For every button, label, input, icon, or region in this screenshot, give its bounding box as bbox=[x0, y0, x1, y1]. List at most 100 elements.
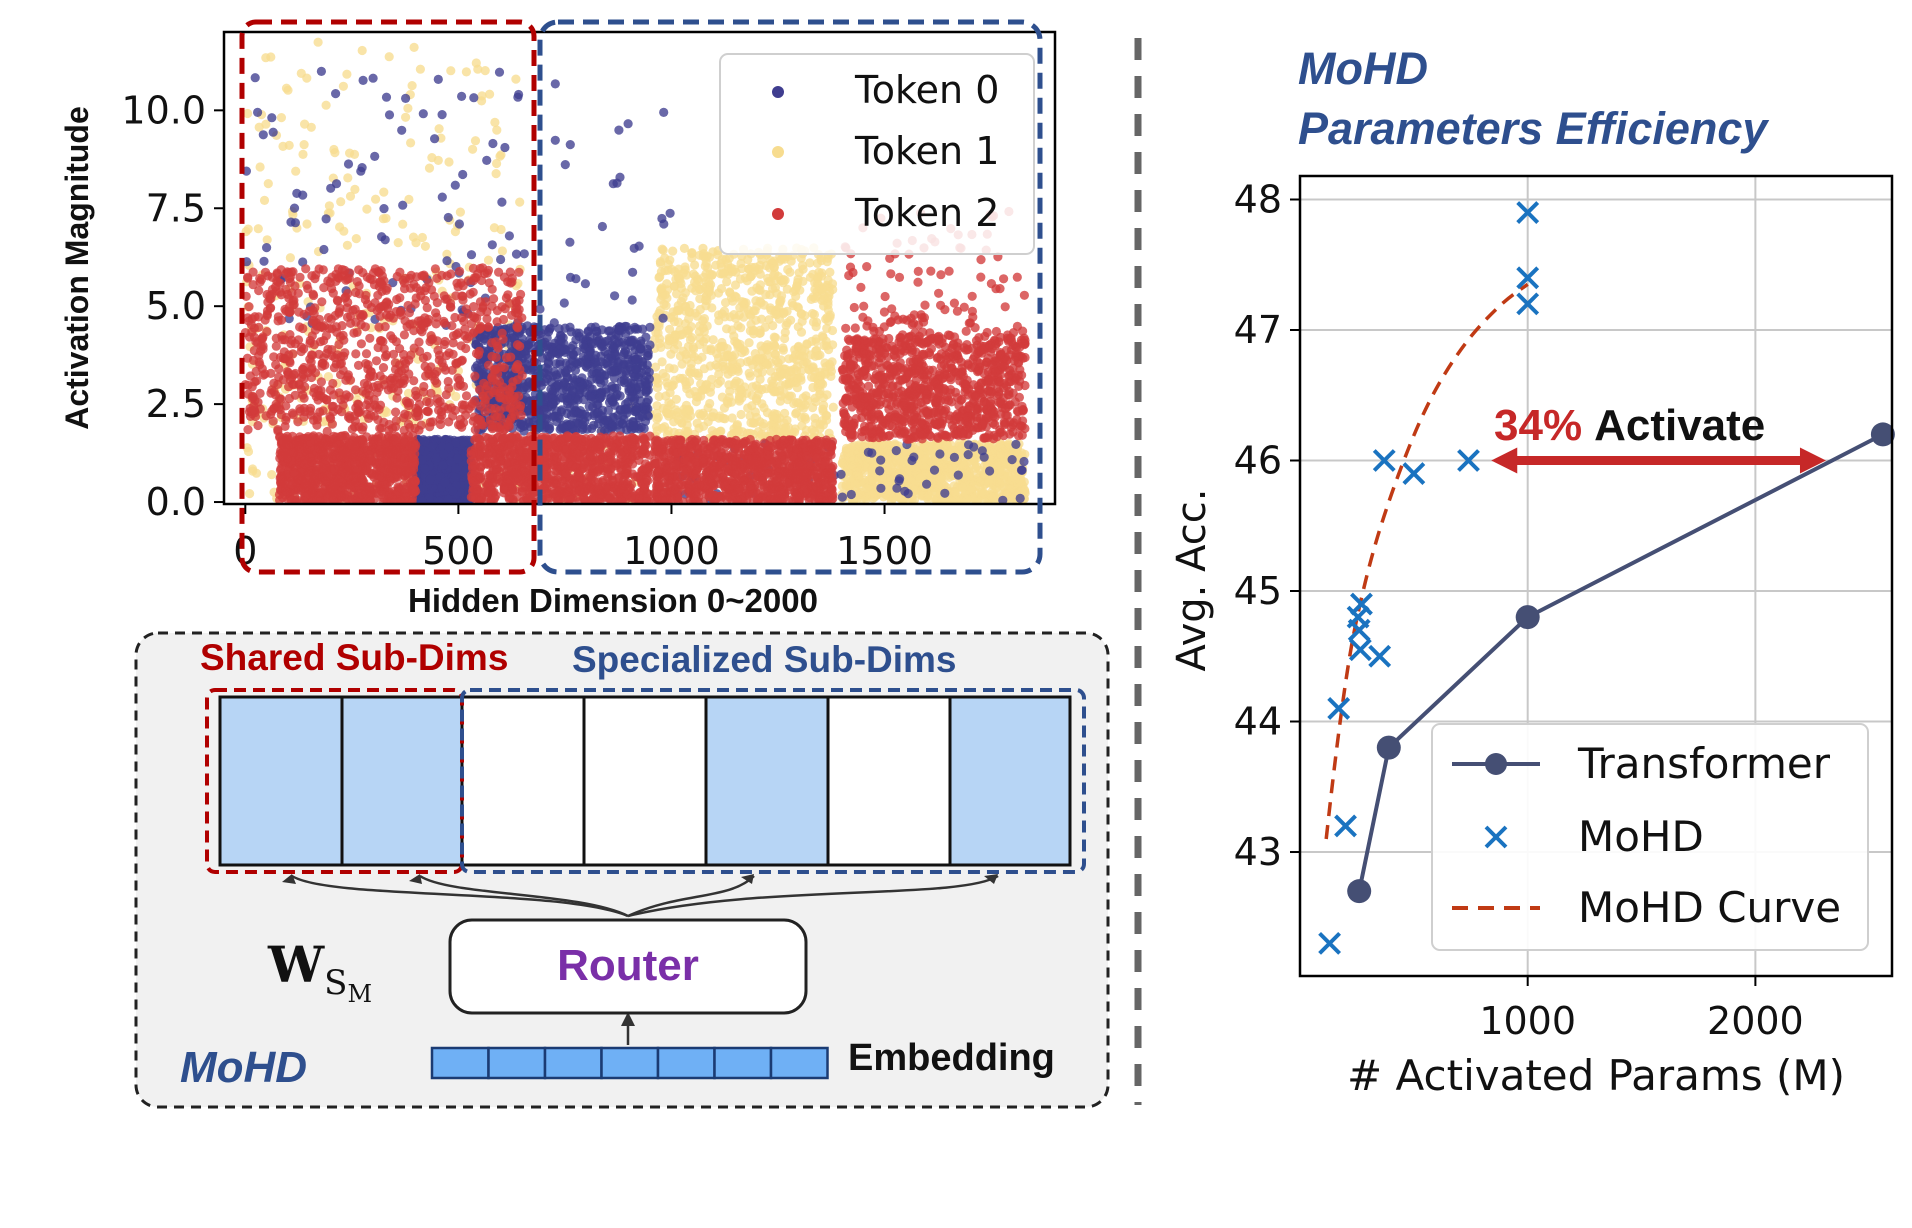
scatter-point-token-1 bbox=[674, 306, 684, 316]
scatter-point-token-1 bbox=[497, 246, 507, 256]
scatter-point-token-1 bbox=[1013, 479, 1023, 489]
scatter-point-token-1 bbox=[424, 163, 435, 173]
scatter-point-token-1 bbox=[766, 426, 776, 436]
scatter-point-token-0 bbox=[895, 474, 905, 484]
scatter-point-token-0 bbox=[642, 397, 652, 407]
scatter-point-token-1 bbox=[885, 489, 895, 499]
scatter-point-token-1 bbox=[766, 305, 776, 315]
scatter-point-token-1 bbox=[661, 301, 671, 311]
scatter-point-token-0 bbox=[250, 73, 260, 83]
scatter-point-token-1 bbox=[407, 81, 417, 91]
scatter-point-token-1 bbox=[676, 283, 686, 293]
scatter-point-token-1 bbox=[977, 487, 987, 497]
scatter-point-token-0 bbox=[443, 494, 453, 504]
scatter-point-token-0 bbox=[551, 359, 561, 369]
scatter-point-token-1 bbox=[737, 297, 747, 307]
scatter-point-token-1 bbox=[821, 415, 832, 425]
scatter-point-token-1 bbox=[712, 349, 722, 359]
scatter-point-token-1 bbox=[819, 340, 829, 351]
scatter-point-token-0 bbox=[1015, 493, 1025, 503]
scatter-point-token-1 bbox=[678, 346, 688, 356]
scatter-point-token-1 bbox=[729, 310, 739, 320]
scatter-point-token-1 bbox=[779, 254, 790, 264]
scatter-point-token-1 bbox=[963, 494, 973, 504]
scatter-point-token-0 bbox=[559, 298, 569, 308]
scatter-point-token-1 bbox=[491, 169, 501, 179]
scatter-point-token-1 bbox=[752, 395, 762, 406]
scatter-point-token-0 bbox=[953, 470, 963, 480]
scatter-point-token-1 bbox=[654, 391, 664, 402]
scatter-point-token-0 bbox=[568, 380, 578, 390]
scatter-point-token-1 bbox=[323, 372, 333, 382]
scatter-point-token-1 bbox=[384, 52, 394, 62]
scatter-point-token-1 bbox=[999, 454, 1010, 464]
scatter-point-token-1 bbox=[775, 298, 785, 308]
scatter-point-token-1 bbox=[774, 362, 784, 372]
scatter-point-token-1 bbox=[656, 267, 667, 277]
scatter-point-token-0 bbox=[665, 208, 675, 218]
scatter-point-token-1 bbox=[723, 350, 733, 360]
scatter-point-token-0 bbox=[397, 125, 407, 135]
scatter-point-token-1 bbox=[809, 309, 820, 320]
scatter-point-token-0 bbox=[621, 366, 631, 376]
scatter-point-token-0 bbox=[290, 218, 300, 228]
scatter-point-token-0 bbox=[597, 221, 608, 232]
scatter-point-token-1 bbox=[477, 91, 487, 101]
scatter-point-token-0 bbox=[1019, 456, 1029, 467]
scatter-point-token-1 bbox=[748, 360, 758, 370]
scatter-point-token-1 bbox=[713, 288, 724, 298]
scatter-point-token-2 bbox=[352, 491, 363, 501]
scatter-point-token-1 bbox=[708, 335, 718, 345]
scatter-point-token-0 bbox=[556, 393, 566, 403]
scatter-point-token-0 bbox=[628, 267, 638, 277]
scatter-point-token-1 bbox=[736, 323, 746, 333]
scatter-point-token-0 bbox=[321, 214, 331, 224]
scatter-point-token-1 bbox=[299, 140, 309, 150]
scatter-point-token-1 bbox=[797, 316, 807, 326]
scatter-point-token-1 bbox=[683, 413, 693, 423]
scatter-point-token-1 bbox=[1019, 485, 1030, 495]
scatter-point-token-0 bbox=[560, 160, 570, 170]
scatter-point-token-1 bbox=[434, 124, 444, 134]
scatter-point-token-1 bbox=[714, 413, 724, 423]
scatter-point-token-1 bbox=[342, 240, 352, 250]
scatter-point-token-1 bbox=[243, 108, 253, 119]
scatter-point-token-0 bbox=[621, 321, 632, 332]
scatter-point-token-0 bbox=[550, 79, 560, 89]
scatter-point-token-1 bbox=[276, 113, 286, 123]
scatter-point-token-1 bbox=[731, 428, 741, 438]
scatter-point-token-0 bbox=[643, 411, 654, 421]
scatter-point-token-2 bbox=[361, 465, 372, 475]
scatter-point-token-0 bbox=[450, 472, 461, 483]
scatter-point-token-1 bbox=[728, 296, 738, 306]
scatter-point-token-1 bbox=[796, 373, 806, 383]
scatter-point-token-1 bbox=[792, 302, 803, 312]
scatter-point-token-1 bbox=[811, 322, 821, 332]
scatter-point-token-1 bbox=[660, 253, 670, 263]
scatter-point-token-0 bbox=[466, 250, 477, 260]
scatter-point-token-0 bbox=[289, 203, 300, 213]
scatter-point-token-1 bbox=[401, 112, 411, 122]
scatter-point-token-0 bbox=[645, 340, 655, 350]
scatter-point-token-1 bbox=[779, 368, 790, 379]
scatter-point-token-1 bbox=[762, 345, 772, 355]
scatter-point-token-0 bbox=[569, 401, 579, 411]
scatter-point-token-0 bbox=[437, 110, 447, 120]
scatter-point-token-1 bbox=[895, 465, 905, 475]
scatter-point-token-0 bbox=[1011, 439, 1021, 449]
scatter-point-token-0 bbox=[610, 383, 620, 393]
scatter-point-token-0 bbox=[253, 107, 263, 117]
scatter-point-token-0 bbox=[497, 197, 507, 207]
scatter-point-token-0 bbox=[641, 332, 651, 342]
scatter-point-token-1 bbox=[687, 349, 697, 359]
scatter-point-token-1 bbox=[828, 402, 838, 412]
scatter-point-token-0 bbox=[430, 134, 440, 144]
scatter-point-token-1 bbox=[662, 404, 673, 414]
scatter-point-token-1 bbox=[671, 394, 682, 404]
scatter-point-token-0 bbox=[267, 113, 277, 123]
scatter-point-token-1 bbox=[676, 296, 686, 307]
scatter-point-token-0 bbox=[268, 127, 278, 137]
scatter-point-token-1 bbox=[722, 324, 732, 334]
scatter-point-token-0 bbox=[611, 392, 621, 402]
scatter-point-token-0 bbox=[597, 338, 607, 348]
